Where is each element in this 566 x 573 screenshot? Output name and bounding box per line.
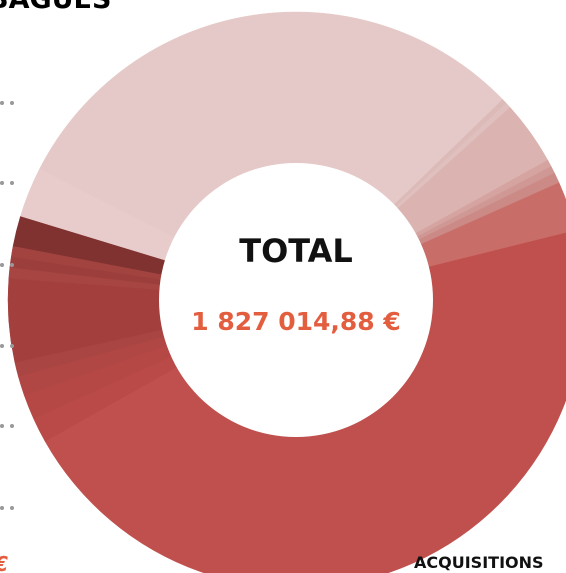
footer-right: ACQUISITIONS	[414, 553, 544, 572]
section-title: BAGUES	[0, 0, 111, 15]
leader-dots	[0, 101, 14, 510]
donut	[7, 11, 566, 573]
donut-hole	[159, 163, 433, 437]
center-title: TOTAL	[239, 232, 353, 270]
center-value: 1 827 014,88 €	[191, 307, 401, 336]
footer-left: €	[0, 552, 8, 573]
